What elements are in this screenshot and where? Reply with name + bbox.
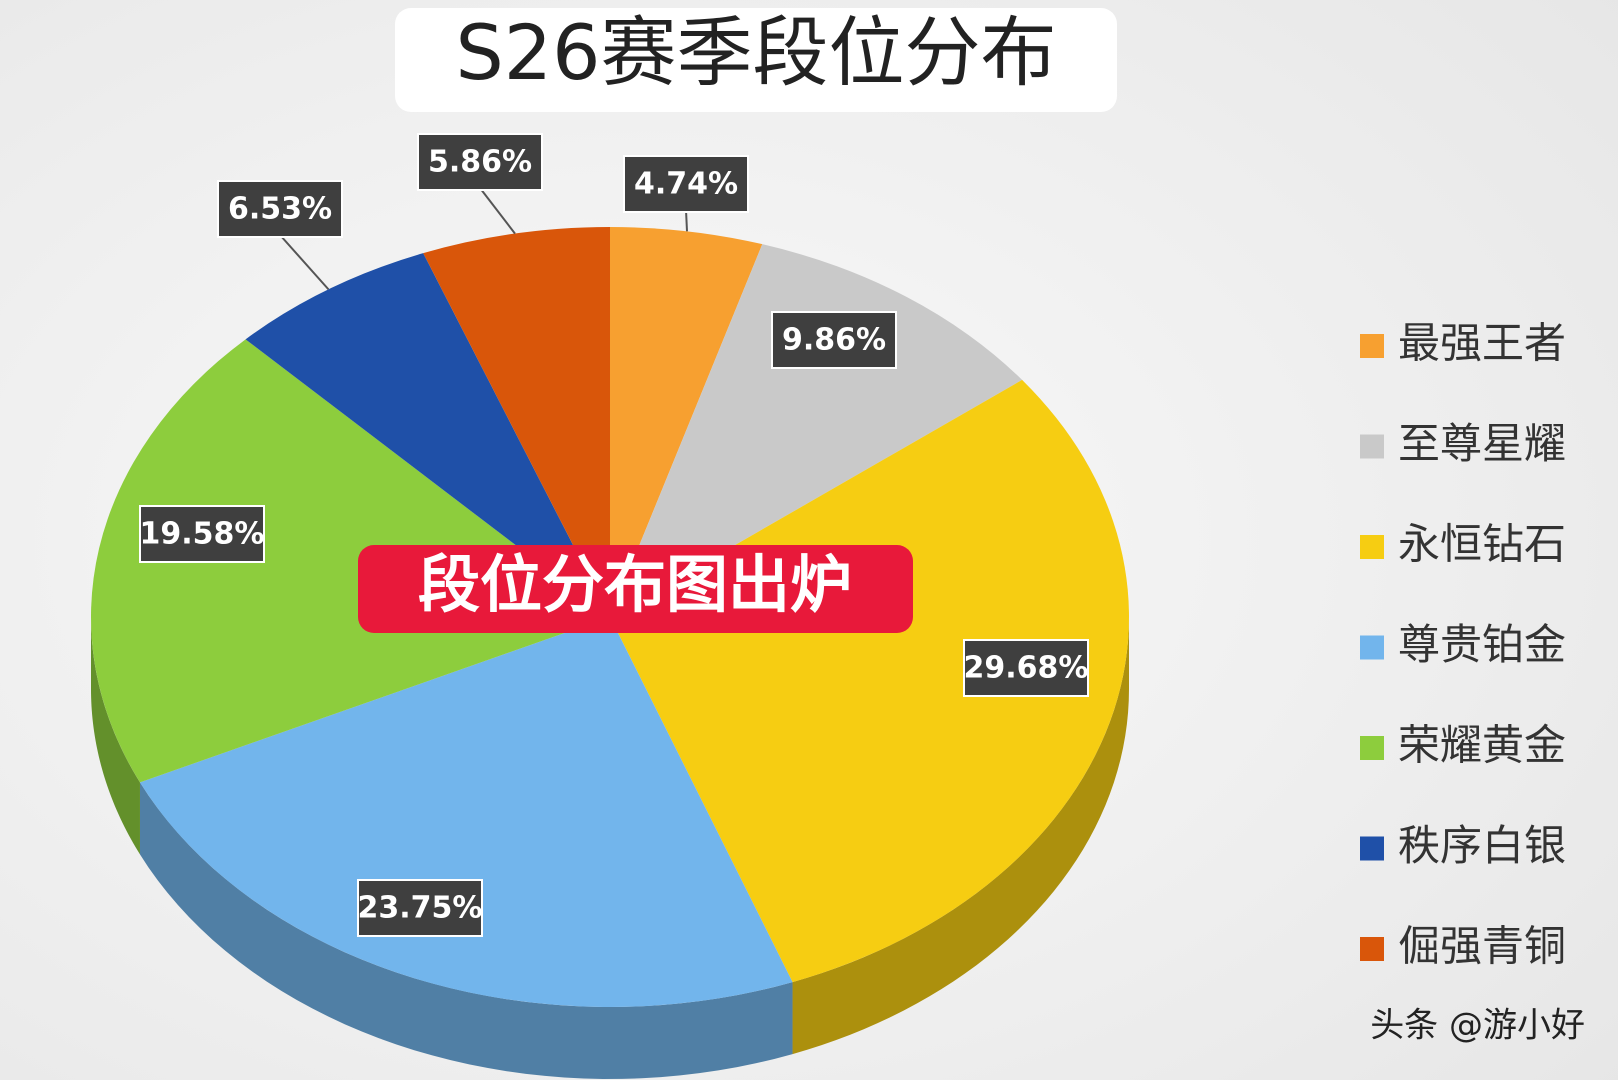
slice-side [91, 617, 140, 855]
annotation-box [358, 545, 913, 633]
annotation: 段位分布图出炉 [418, 548, 852, 621]
labels: 4.74% 9.86% 29.68% 23.75% 19.58% 6.53% 5.86% [139, 133, 1089, 937]
legend-swatch [1360, 535, 1384, 559]
label-box [139, 505, 265, 563]
label-box [771, 311, 897, 369]
data-label: 6.53% [228, 192, 332, 227]
legend-label: 最强王者 [1398, 319, 1566, 368]
legend-label: 荣耀黄金 [1398, 721, 1566, 770]
slice-side [792, 617, 1129, 1055]
slice-side [139, 782, 793, 1079]
legend-swatch [1360, 334, 1384, 358]
legend-label: 秩序白银 [1398, 821, 1566, 870]
label-box [623, 155, 749, 213]
data-label: 5.86% [428, 145, 532, 180]
slice [610, 244, 1023, 617]
pie [90, 227, 1129, 1079]
leader-line [685, 209, 688, 232]
legend-swatch [1360, 434, 1384, 459]
slice [610, 379, 1129, 983]
slice [423, 227, 610, 617]
leader-line [279, 234, 330, 291]
legend-swatch [1360, 937, 1384, 961]
title-box [395, 8, 1117, 112]
label-box [963, 639, 1089, 697]
data-label: 19.58% [140, 517, 265, 552]
data-label: 9.86% [782, 323, 886, 358]
legend-swatch [1360, 836, 1384, 861]
legend-label: 倔强青铜 [1398, 922, 1566, 971]
chart-title: S26赛季段位分布 [456, 8, 1057, 97]
label-box [357, 879, 483, 937]
legend-label: 尊贵铂金 [1398, 620, 1566, 669]
data-label: 23.75% [358, 891, 483, 926]
leader-line [479, 187, 516, 235]
slice [139, 617, 793, 1007]
slice [610, 227, 763, 617]
legend-label: 至尊星耀 [1398, 419, 1566, 468]
legend-label: 永恒钻石 [1398, 520, 1566, 569]
label-box [417, 133, 543, 191]
legend-swatch [1360, 635, 1384, 660]
slice [90, 339, 611, 783]
watermark: 头条 @游小好 [1370, 1006, 1585, 1046]
legend-swatch [1360, 736, 1384, 760]
slice [245, 253, 610, 618]
label-box [217, 180, 343, 238]
data-label: 4.74% [634, 167, 738, 202]
data-label: 29.68% [964, 651, 1089, 686]
